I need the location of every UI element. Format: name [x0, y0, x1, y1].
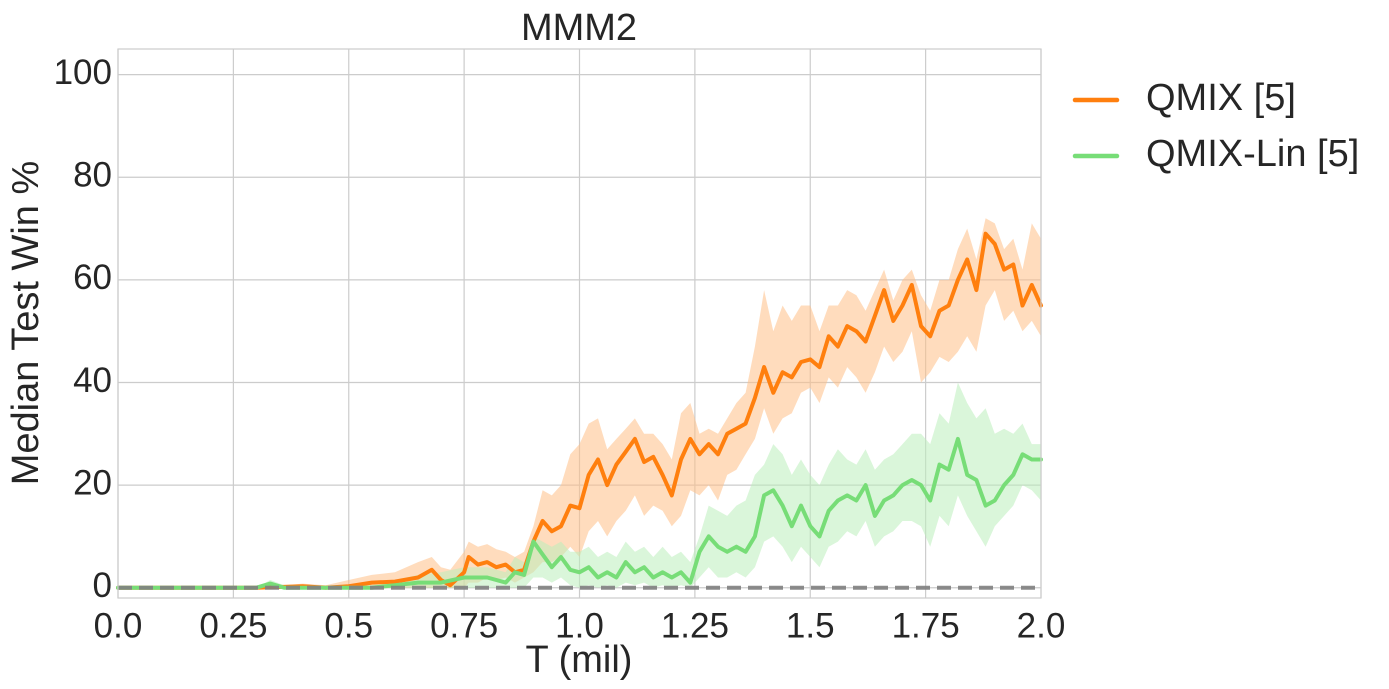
x-tick-label: 1.75 [892, 606, 960, 645]
series-lines [116, 231, 1043, 590]
legend: QMIX [5] QMIX-Lin [5] [1072, 77, 1359, 175]
x-axis-label: T (mil) [526, 639, 633, 681]
band-series-1 [118, 218, 1041, 588]
x-tick-label: 1.0 [555, 606, 604, 645]
band-series-2 [118, 382, 1041, 588]
chart-title: MMM2 [521, 7, 637, 49]
legend-label: QMIX [5] [1146, 77, 1296, 119]
y-tick-label: 100 [54, 53, 112, 92]
y-tick-label: 20 [73, 463, 112, 502]
legend-label: QMIX-Lin [5] [1146, 133, 1359, 175]
y-tick-label: 80 [73, 156, 112, 195]
x-tick-label: 0.0 [94, 606, 143, 645]
y-tick-labels: 0 20 40 60 80 100 [54, 53, 112, 605]
line-series-2 [116, 436, 1043, 590]
x-tick-labels: 0.0 0.25 0.5 0.75 1.0 1.25 1.5 1.75 2.0 [94, 606, 1066, 645]
x-tick-label: 1.5 [786, 606, 835, 645]
y-tick-label: 0 [93, 566, 112, 605]
x-tick-label: 2.0 [1017, 606, 1066, 645]
y-tick-label: 40 [73, 361, 112, 400]
x-tick-label: 0.5 [324, 606, 373, 645]
x-tick-label: 1.25 [661, 606, 729, 645]
y-tick-label: 60 [73, 258, 112, 297]
plot-frame [117, 48, 1042, 599]
x-tick-label: 0.75 [430, 606, 498, 645]
y-axis-label: Median Test Win % [5, 161, 47, 486]
confidence-bands [118, 218, 1041, 588]
x-tick-label: 0.25 [199, 606, 267, 645]
